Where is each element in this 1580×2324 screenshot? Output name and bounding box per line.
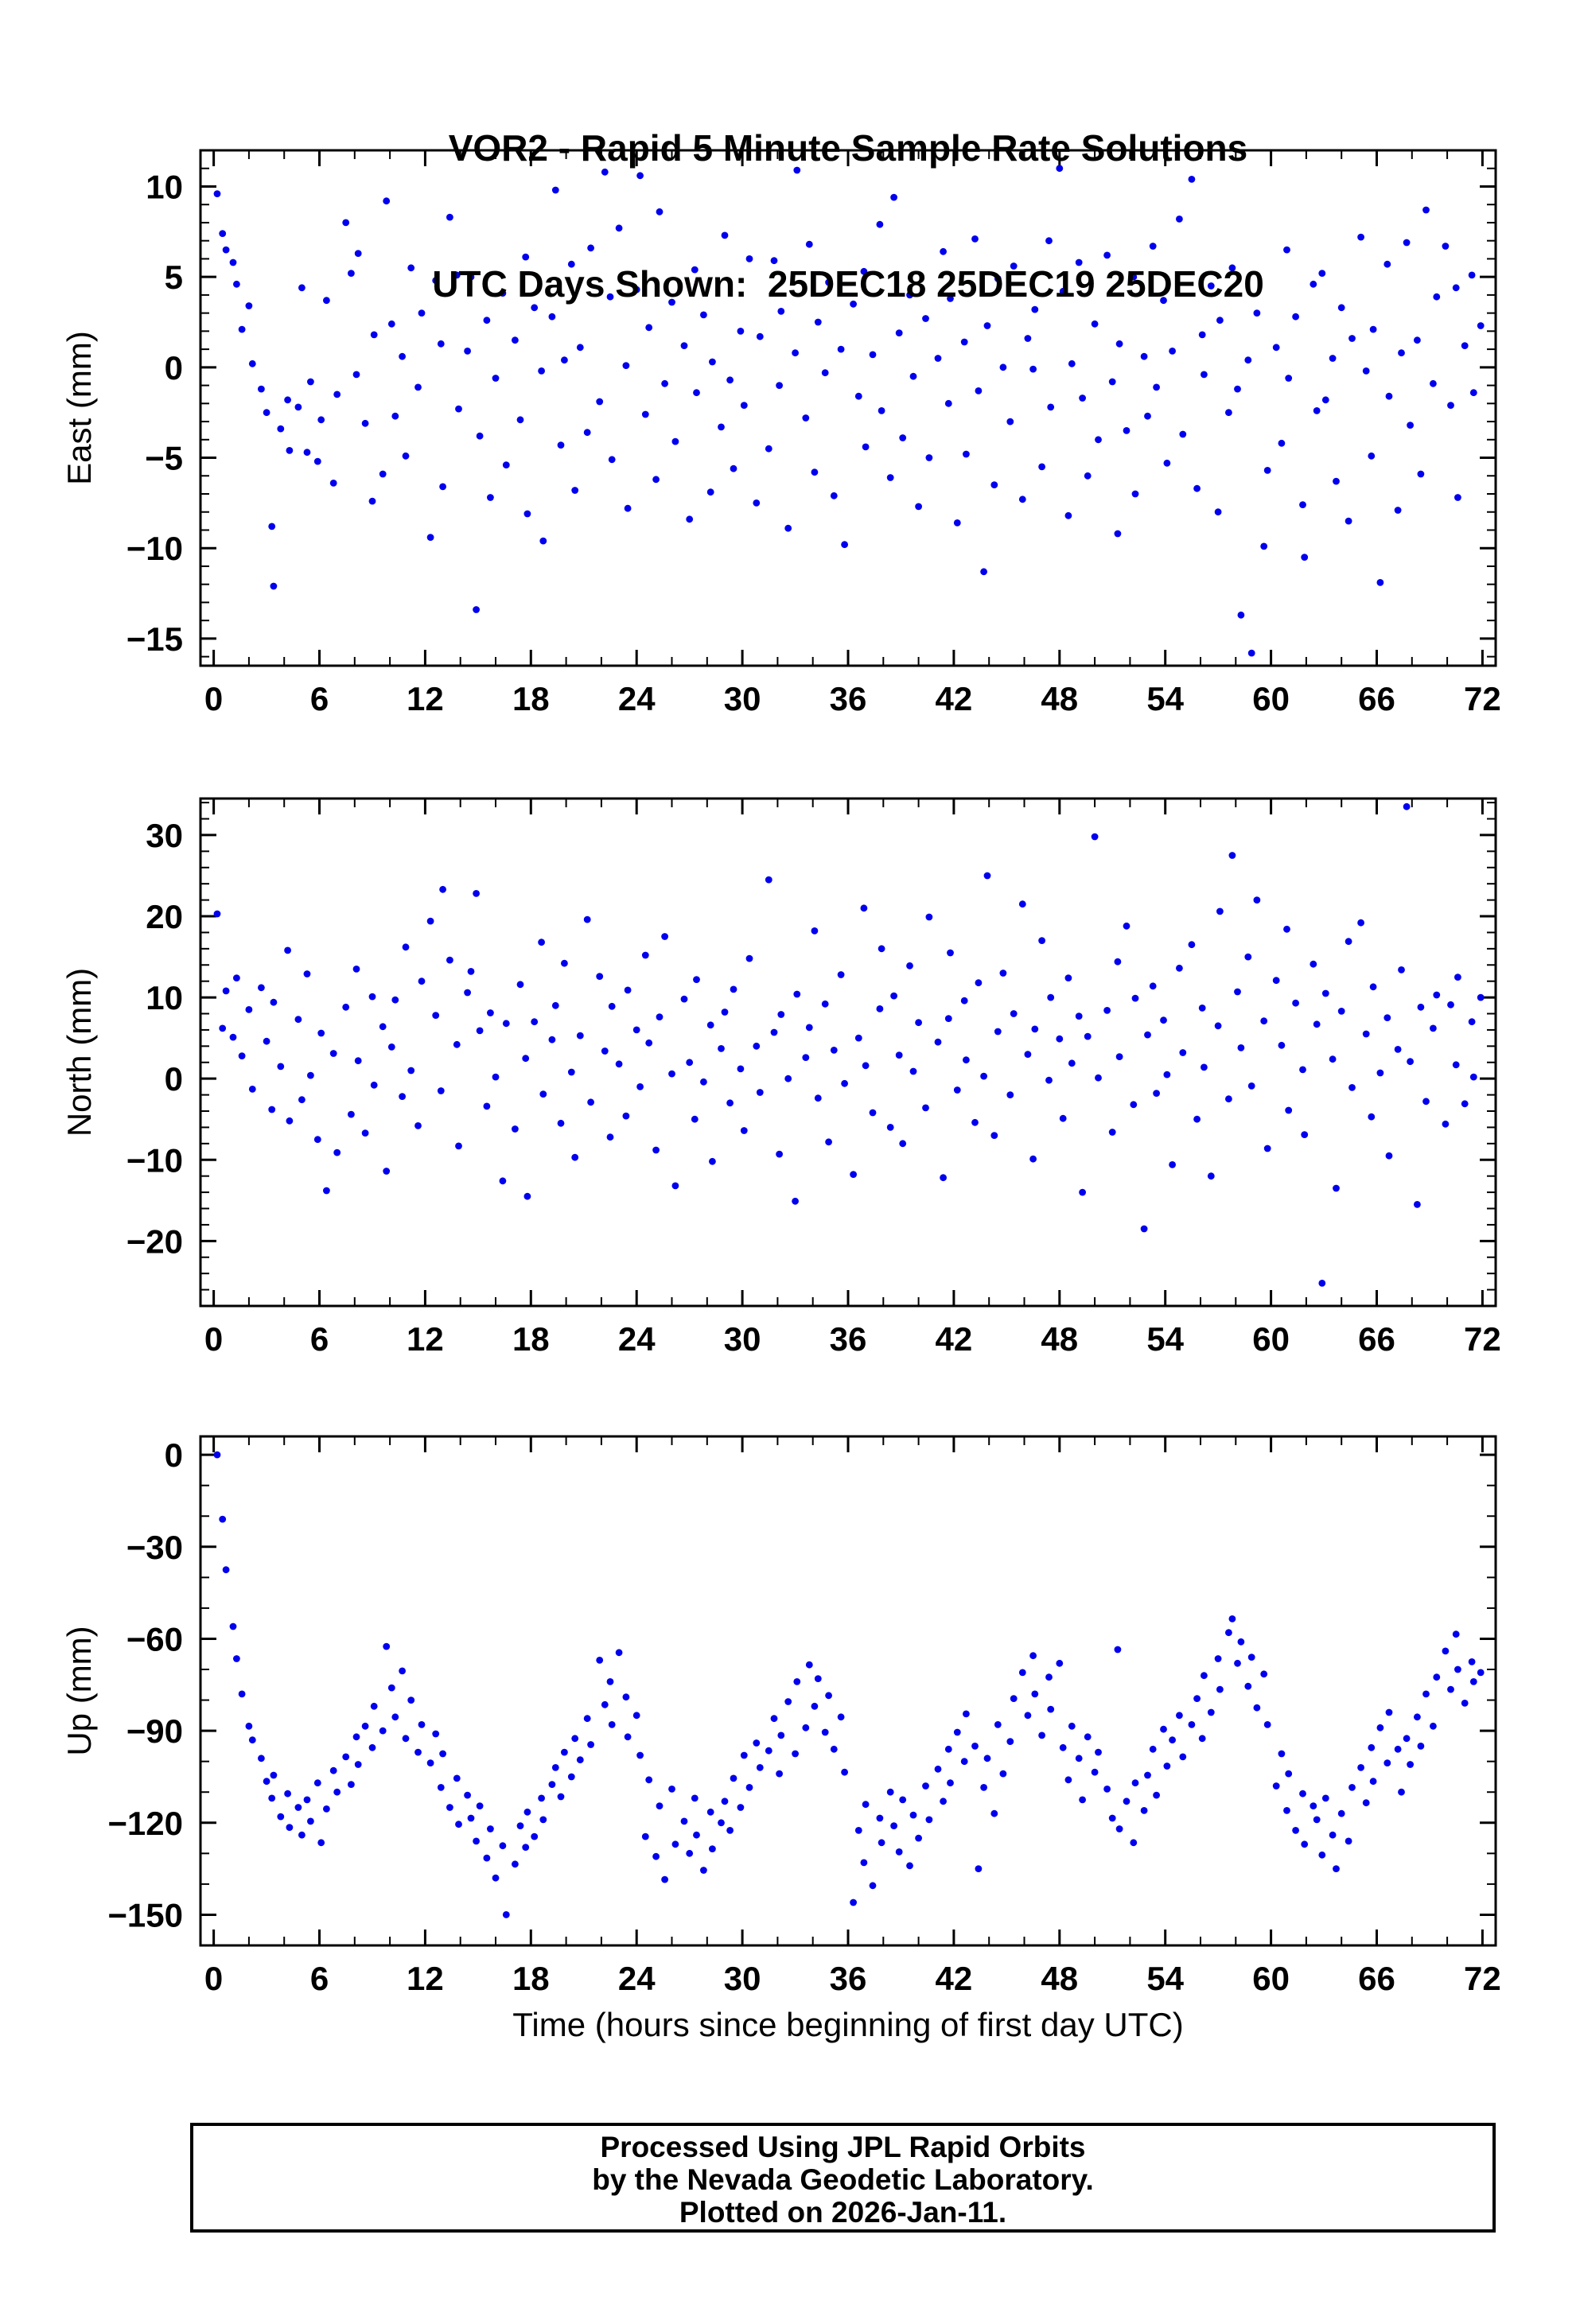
svg-text:5: 5 <box>165 258 183 296</box>
svg-text:66: 66 <box>1358 1320 1395 1358</box>
svg-text:24: 24 <box>618 1320 656 1358</box>
svg-text:60: 60 <box>1252 680 1290 717</box>
svg-text:0: 0 <box>204 1320 223 1358</box>
svg-text:48: 48 <box>1041 1960 1078 1997</box>
svg-text:72: 72 <box>1464 1960 1501 1997</box>
chart-title-line2: UTC Days Shown: 25DEC18 25DEC19 25DEC20 <box>432 263 1264 305</box>
svg-text:60: 60 <box>1252 1320 1290 1358</box>
svg-text:54: 54 <box>1146 1960 1184 1997</box>
y-axis-label-east: East (mm) <box>60 331 98 485</box>
svg-text:66: 66 <box>1358 1960 1395 1997</box>
svg-text:10: 10 <box>146 979 183 1016</box>
footer-line3: Plotted on 2026-Jan-11. <box>679 2196 1007 2229</box>
svg-text:30: 30 <box>724 680 761 717</box>
svg-text:−60: −60 <box>126 1620 183 1658</box>
svg-text:10: 10 <box>146 168 183 205</box>
svg-text:36: 36 <box>830 1960 867 1997</box>
svg-text:42: 42 <box>936 1320 973 1358</box>
svg-text:−10: −10 <box>126 530 183 567</box>
svg-text:0: 0 <box>165 1060 183 1098</box>
chart-title: VOR2 - Rapid 5 Minute Sample Rate Soluti… <box>200 35 1496 398</box>
svg-text:0: 0 <box>204 1960 223 1997</box>
svg-text:6: 6 <box>310 1320 329 1358</box>
svg-text:6: 6 <box>310 1960 329 1997</box>
svg-text:60: 60 <box>1252 1960 1290 1997</box>
svg-text:12: 12 <box>407 1320 444 1358</box>
svg-text:48: 48 <box>1041 1320 1078 1358</box>
svg-text:−90: −90 <box>126 1712 183 1750</box>
svg-text:0: 0 <box>165 349 183 387</box>
chart-title-line1: VOR2 - Rapid 5 Minute Sample Rate Soluti… <box>448 127 1248 169</box>
y-axis-label-north: North (mm) <box>60 967 98 1137</box>
svg-text:18: 18 <box>512 680 550 717</box>
y-axis-label-up: Up (mm) <box>60 1626 98 1756</box>
svg-text:48: 48 <box>1041 680 1078 717</box>
svg-text:72: 72 <box>1464 1320 1501 1358</box>
svg-text:−30: −30 <box>126 1529 183 1566</box>
svg-text:6: 6 <box>310 680 329 717</box>
svg-text:−150: −150 <box>107 1896 183 1933</box>
svg-text:18: 18 <box>512 1960 550 1997</box>
svg-text:30: 30 <box>146 817 183 854</box>
svg-text:36: 36 <box>830 680 867 717</box>
svg-text:12: 12 <box>407 1960 444 1997</box>
svg-text:24: 24 <box>618 1960 656 1997</box>
svg-text:72: 72 <box>1464 680 1501 717</box>
svg-text:66: 66 <box>1358 680 1395 717</box>
svg-text:12: 12 <box>407 680 444 717</box>
svg-text:−20: −20 <box>126 1222 183 1260</box>
svg-text:24: 24 <box>618 680 656 717</box>
svg-text:54: 54 <box>1146 1320 1184 1358</box>
x-axis-label: Time (hours since beginning of first day… <box>512 2006 1184 2043</box>
svg-text:42: 42 <box>936 680 973 717</box>
footer-box: Processed Using JPL Rapid Orbits by the … <box>190 2123 1496 2233</box>
svg-text:42: 42 <box>936 1960 973 1997</box>
svg-text:0: 0 <box>165 1436 183 1474</box>
svg-text:0: 0 <box>204 680 223 717</box>
svg-text:−5: −5 <box>145 440 183 477</box>
footer-line2: by the Nevada Geodetic Laboratory. <box>592 2163 1094 2196</box>
svg-text:−15: −15 <box>126 620 183 658</box>
svg-text:30: 30 <box>724 1320 761 1358</box>
svg-text:18: 18 <box>512 1320 550 1358</box>
svg-text:36: 36 <box>830 1320 867 1358</box>
svg-text:30: 30 <box>724 1960 761 1997</box>
svg-text:54: 54 <box>1146 680 1184 717</box>
footer-line1: Processed Using JPL Rapid Orbits <box>600 2131 1086 2163</box>
svg-text:20: 20 <box>146 898 183 935</box>
svg-text:−10: −10 <box>126 1141 183 1179</box>
svg-text:−120: −120 <box>107 1805 183 1842</box>
